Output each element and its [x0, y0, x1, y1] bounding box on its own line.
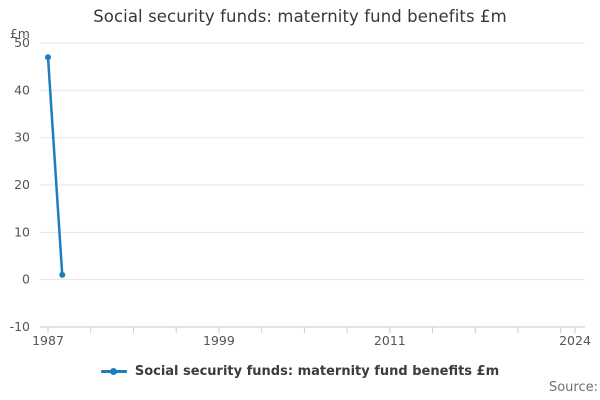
y-tick-label: -10	[10, 319, 30, 334]
y-tick-label: 30	[14, 130, 30, 145]
legend-label: Social security funds: maternity fund be…	[134, 363, 500, 379]
legend-point-marker-icon	[110, 367, 118, 375]
data-point[interactable]	[45, 54, 51, 61]
data-point[interactable]	[59, 271, 66, 278]
x-tick-label: 1987	[32, 333, 64, 348]
legend-line-marker	[100, 367, 127, 375]
x-tick-label: 2024	[559, 333, 591, 348]
y-tick-label: 20	[14, 177, 30, 192]
y-tick-label: 50	[14, 35, 30, 50]
series-line	[46, 55, 64, 277]
source-label: Source:	[548, 380, 598, 395]
y-tick-label: 0	[22, 272, 30, 287]
y-tick-label: 10	[14, 224, 30, 239]
chart-title: Social security funds: maternity fund be…	[93, 7, 507, 26]
y-axis-unit-label: £m	[9, 26, 30, 41]
legend-item[interactable]: Social security funds: maternity fund be…	[0, 361, 600, 381]
x-tick-label: 2011	[374, 333, 406, 348]
y-tick-label: 40	[14, 82, 30, 97]
x-tick-label: 1999	[203, 333, 235, 348]
